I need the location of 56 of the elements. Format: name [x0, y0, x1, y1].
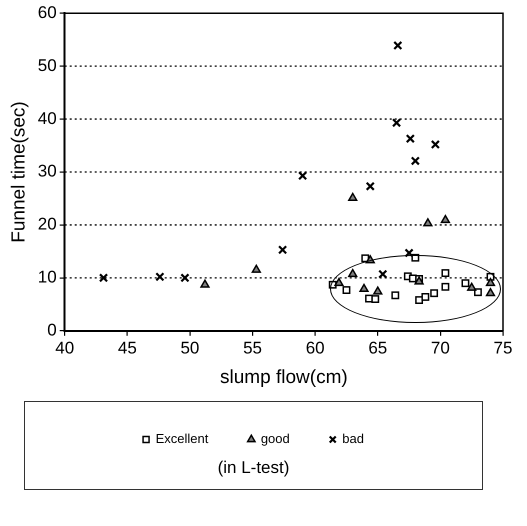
point	[298, 171, 308, 180]
y-tick-label: 0	[47, 320, 57, 340]
point	[252, 264, 261, 273]
point	[373, 286, 382, 295]
point	[406, 134, 415, 144]
point	[410, 156, 420, 166]
point	[98, 273, 108, 282]
x-tick-label: 40	[55, 338, 74, 358]
y-tick-label: 10	[38, 268, 57, 287]
point	[371, 295, 380, 303]
point	[391, 291, 400, 300]
point	[440, 214, 450, 224]
x-tick-label: 75	[494, 338, 512, 358]
y-tick-label: 40	[38, 108, 57, 128]
point	[441, 269, 450, 278]
x-tick-label: 50	[180, 338, 200, 358]
point	[423, 218, 433, 226]
point	[334, 278, 344, 286]
x-tick-label: 55	[243, 338, 262, 358]
legend-label: good	[260, 431, 290, 446]
point	[441, 282, 450, 291]
point	[421, 292, 430, 301]
point	[393, 40, 402, 50]
point	[404, 248, 414, 258]
point	[348, 268, 358, 278]
point	[462, 279, 470, 288]
point	[366, 182, 375, 191]
x-tick-label: 45	[118, 338, 137, 358]
x-axis-title: slump flow(cm)	[220, 366, 348, 388]
y-tick-label: 60	[38, 2, 57, 22]
y-axis-title: Funnel time(sec)	[8, 101, 30, 243]
point	[467, 282, 476, 291]
point	[486, 278, 496, 286]
point	[278, 245, 288, 254]
point	[155, 272, 165, 282]
x-tick-label: 70	[430, 338, 450, 358]
legend-label: Excellent	[156, 431, 209, 446]
point	[392, 118, 402, 128]
point	[348, 192, 358, 201]
y-tick-label: 50	[38, 56, 57, 75]
point	[359, 284, 369, 292]
point	[180, 273, 190, 282]
legend-label: bad	[342, 431, 364, 446]
point	[430, 140, 440, 150]
legend-title: (in L-test)	[216, 458, 290, 478]
point	[486, 288, 496, 296]
point	[378, 270, 388, 279]
x-tick-label: 65	[368, 338, 388, 358]
point	[430, 289, 438, 298]
y-tick-label: 30	[38, 162, 57, 181]
point	[200, 280, 210, 288]
y-tick-label: 20	[38, 214, 57, 234]
point	[342, 286, 350, 294]
point	[474, 288, 482, 296]
point	[415, 296, 424, 304]
x-tick-label: 60	[306, 338, 325, 358]
